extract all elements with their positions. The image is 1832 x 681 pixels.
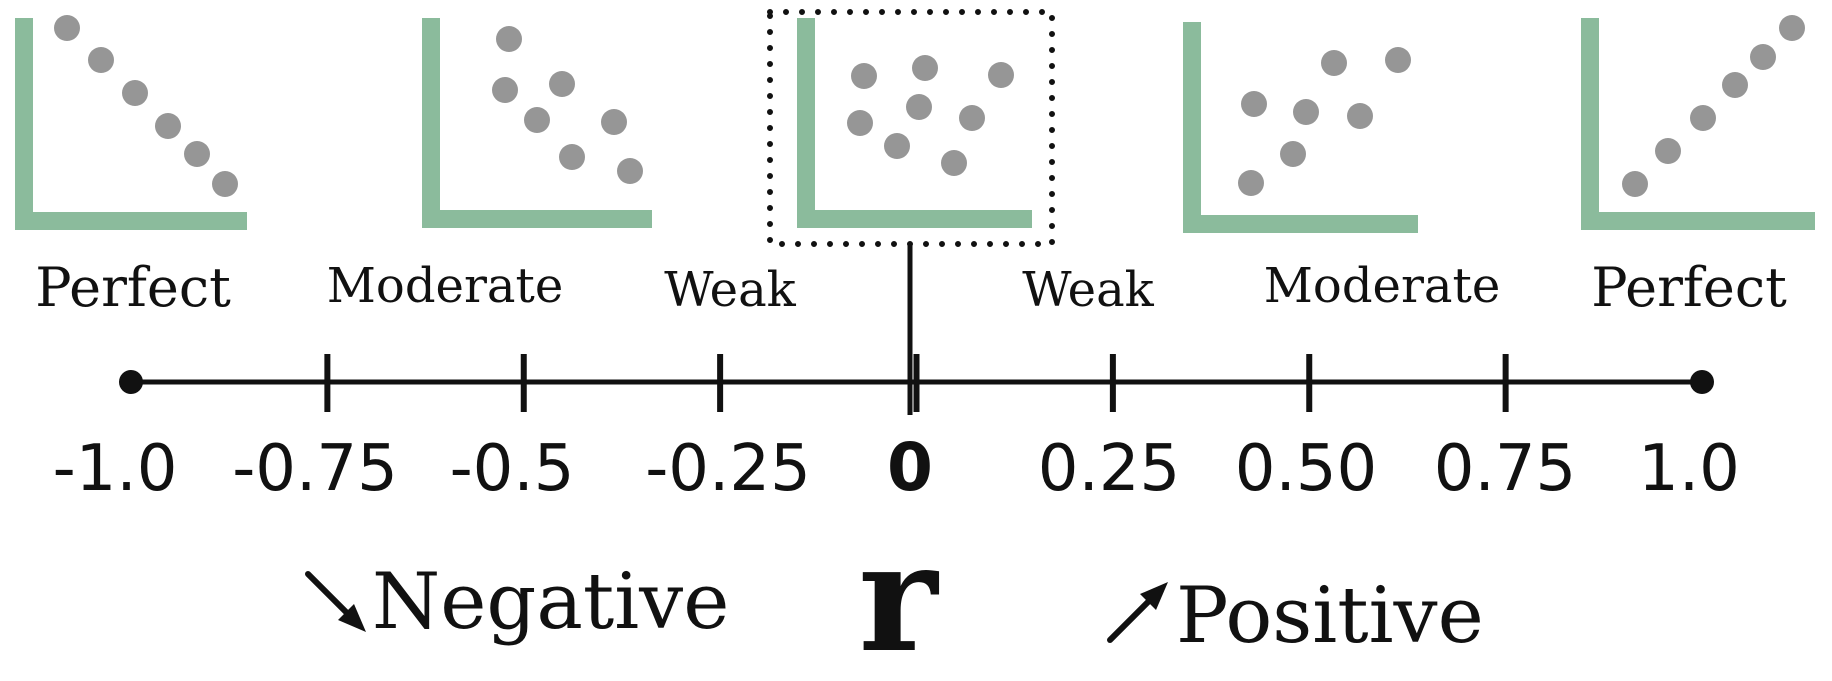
scatter-point <box>1655 138 1681 164</box>
number-line <box>119 354 1714 412</box>
scatter-point <box>1280 141 1306 167</box>
scatter-point <box>1241 91 1267 117</box>
scatter-point <box>912 55 938 81</box>
plot-negative-perfect <box>15 15 247 230</box>
direction-negative: Negative <box>372 557 729 647</box>
tick-label-neg-075: -0.75 <box>232 432 398 506</box>
scatter-point <box>1238 170 1264 196</box>
arrow-down-right-icon <box>305 571 366 632</box>
scatter-point <box>1722 72 1748 98</box>
label-positive-weak: Weak <box>1022 262 1154 318</box>
scatter-point <box>1690 105 1716 131</box>
plot-zero <box>797 18 1032 228</box>
scatter-point <box>496 26 522 52</box>
scatter-point <box>212 171 238 197</box>
tick-label-pos-1: 1.0 <box>1638 432 1740 506</box>
plot-positive-moderate <box>1183 22 1418 233</box>
endpoint-positive <box>1690 370 1714 394</box>
tick-marks <box>324 354 1509 412</box>
scatter-point <box>847 110 873 136</box>
tick-label-neg-025: -0.25 <box>645 432 811 506</box>
tick-label-neg-1: -1.0 <box>53 432 178 506</box>
scatter-point <box>906 94 932 120</box>
scatter-point <box>54 15 80 41</box>
tick-label-pos-050: 0.50 <box>1235 432 1378 506</box>
label-negative-moderate: Moderate <box>327 258 563 314</box>
scatter-point <box>155 113 181 139</box>
scatter-point <box>884 133 910 159</box>
scatter-point <box>524 107 550 133</box>
tick-label-pos-075: 0.75 <box>1434 432 1577 506</box>
tick-label-neg-05: -0.5 <box>450 432 575 506</box>
arrow-up-right-icon <box>1107 582 1168 643</box>
label-negative-weak: Weak <box>664 262 796 318</box>
scatter-point <box>851 63 877 89</box>
scatter-point <box>122 80 148 106</box>
plot-positive-perfect <box>1581 15 1815 230</box>
tick-label-zero: 0 <box>887 429 933 506</box>
scatter-point <box>1622 171 1648 197</box>
plot-negative-moderate <box>422 18 652 228</box>
scatter-point <box>1779 15 1805 41</box>
label-negative-perfect: Perfect <box>35 256 231 319</box>
scatter-point <box>88 47 114 73</box>
label-positive-perfect: Perfect <box>1591 256 1787 319</box>
scatter-point <box>549 71 575 97</box>
scatter-point <box>617 158 643 184</box>
scatter-point <box>941 150 967 176</box>
direction-positive: Positive <box>1176 571 1484 661</box>
scatter-point <box>559 144 585 170</box>
scatter-point <box>184 141 210 167</box>
scatter-point <box>492 77 518 103</box>
correlation-symbol-r: r <box>858 510 939 681</box>
endpoint-negative <box>119 370 143 394</box>
scatter-point <box>1750 44 1776 70</box>
scatter-point <box>959 105 985 131</box>
scatter-point <box>988 62 1014 88</box>
scatter-point <box>1321 50 1347 76</box>
tick-label-pos-025: 0.25 <box>1038 432 1181 506</box>
scatter-plots <box>15 15 1815 233</box>
scatter-point <box>601 109 627 135</box>
scatter-point <box>1347 103 1373 129</box>
label-positive-moderate: Moderate <box>1264 258 1500 314</box>
scatter-point <box>1385 47 1411 73</box>
scatter-point <box>1293 99 1319 125</box>
